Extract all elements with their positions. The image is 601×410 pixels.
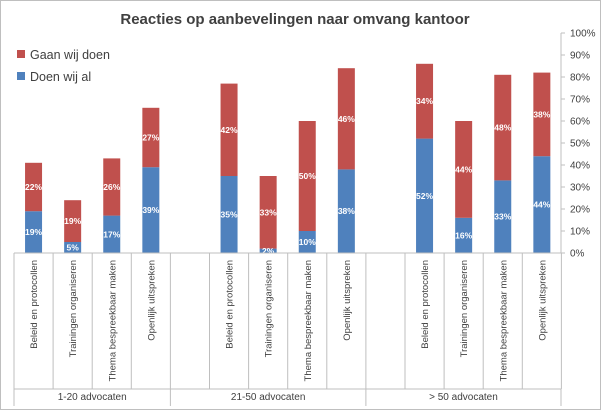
data-label-doen-wij-al: 2% xyxy=(262,246,275,256)
y-axis: 0% 10% 20% 30% 40% 50% 60% 70% 80% 90% 100% xyxy=(560,29,596,260)
x-category-label: Openlijk uitspreken xyxy=(342,260,353,341)
data-label-doen-wij-al: 5% xyxy=(67,243,80,253)
y-tick-label: 40% xyxy=(570,161,590,172)
bar-gaan-wij-doen xyxy=(455,121,473,218)
bar-doen-wij-al xyxy=(259,248,277,253)
bar-doen-wij-al xyxy=(220,176,238,253)
x-category-label: Trainingen organiseren xyxy=(264,260,275,357)
x-category-label: Openlijk uitspreken xyxy=(146,260,157,341)
bar-gaan-wij-doen xyxy=(533,72,551,157)
data-label-gaan-wij-doen: 46% xyxy=(338,114,355,124)
bar-gaan-wij-doen xyxy=(494,74,512,181)
bar-gaan-wij-doen xyxy=(103,158,121,216)
data-label-doen-wij-al: 19% xyxy=(25,227,42,237)
y-tick-label: 70% xyxy=(570,95,590,106)
legend-swatch xyxy=(17,50,25,58)
x-category-label: Trainingen organiseren xyxy=(68,260,79,357)
x-category-label: Openlijk uitspreken xyxy=(537,260,548,341)
x-category-label: Trainingen organiseren xyxy=(459,260,470,357)
bar-gaan-wij-doen xyxy=(416,63,434,139)
x-group-label: > 50 advocaten xyxy=(429,392,498,403)
data-label-gaan-wij-doen: 38% xyxy=(533,109,550,119)
bar-gaan-wij-doen xyxy=(64,200,82,242)
bar-doen-wij-al xyxy=(455,217,473,253)
legend-label: Doen wij al xyxy=(30,70,91,84)
x-category-label: Beleid en protocollen xyxy=(29,260,40,349)
y-tick-label: 60% xyxy=(570,117,590,128)
bar-gaan-wij-doen xyxy=(220,83,238,176)
data-label-gaan-wij-doen: 34% xyxy=(416,96,433,106)
data-label-gaan-wij-doen: 44% xyxy=(455,164,472,174)
data-label-doen-wij-al: 16% xyxy=(455,230,472,240)
y-tick-label: 80% xyxy=(570,73,590,84)
data-label-gaan-wij-doen: 48% xyxy=(494,123,511,133)
bar-doen-wij-al xyxy=(494,180,512,253)
bar-doen-wij-al xyxy=(142,167,160,253)
y-tick-label: 0% xyxy=(570,249,585,260)
bar-doen-wij-al xyxy=(416,138,434,253)
y-tick-label: 100% xyxy=(570,29,596,40)
bar-doen-wij-al xyxy=(298,231,316,253)
data-label-doen-wij-al: 44% xyxy=(533,200,550,210)
y-tick-label: 90% xyxy=(570,51,590,62)
data-label-gaan-wij-doen: 22% xyxy=(25,182,42,192)
x-category-label: Thema bespreekbaar maken xyxy=(498,260,509,381)
bar-doen-wij-al xyxy=(533,156,551,253)
y-tick-label: 20% xyxy=(570,205,590,216)
data-label-doen-wij-al: 35% xyxy=(221,210,238,220)
y-tick-label: 30% xyxy=(570,183,590,194)
bar-gaan-wij-doen xyxy=(259,176,277,249)
x-category-label: Beleid en protocollen xyxy=(225,260,236,349)
data-label-gaan-wij-doen: 33% xyxy=(260,207,277,217)
y-tick-label: 10% xyxy=(570,227,590,238)
bar-doen-wij-al xyxy=(103,215,121,253)
bar-gaan-wij-doen xyxy=(337,68,355,170)
bar-doen-wij-al xyxy=(337,169,355,253)
data-label-doen-wij-al: 39% xyxy=(142,205,159,215)
bar-gaan-wij-doen xyxy=(298,121,316,231)
bars: 19% 22% 5% 19% 17% 26% 39% 27% 35% 42% 2% 33% 10% 50%… xyxy=(25,63,551,256)
data-label-doen-wij-al: 33% xyxy=(494,212,511,222)
data-label-doen-wij-al: 10% xyxy=(299,237,316,247)
x-group-label: 1-20 advocaten xyxy=(58,392,127,403)
data-label-doen-wij-al: 38% xyxy=(338,206,355,216)
data-label-gaan-wij-doen: 27% xyxy=(142,133,159,143)
x-category-label: Beleid en protocollen xyxy=(420,260,431,349)
legend-label: Gaan wij doen xyxy=(30,48,110,62)
x-axis: Beleid en protocollen Trainingen organise… xyxy=(13,252,562,406)
x-category-label: Thema bespreekbaar maken xyxy=(303,260,314,381)
data-label-gaan-wij-doen: 50% xyxy=(299,171,316,181)
x-category-label: Thema bespreekbaar maken xyxy=(107,260,118,381)
bar-gaan-wij-doen xyxy=(142,107,160,168)
data-label-gaan-wij-doen: 26% xyxy=(103,182,120,192)
data-label-doen-wij-al: 52% xyxy=(416,191,433,201)
x-group-label: 21-50 advocaten xyxy=(231,392,306,403)
data-label-gaan-wij-doen: 42% xyxy=(221,125,238,135)
chart-title: Reacties op aanbevelingen naar omvang ka… xyxy=(120,11,469,28)
bar-gaan-wij-doen xyxy=(25,162,43,212)
y-tick-label: 50% xyxy=(570,139,590,150)
data-label-gaan-wij-doen: 19% xyxy=(64,216,81,226)
legend: Gaan wij doen Doen wij al xyxy=(17,48,110,84)
bar-doen-wij-al xyxy=(64,242,82,253)
legend-swatch xyxy=(17,72,25,80)
bar-doen-wij-al xyxy=(25,211,43,253)
data-label-doen-wij-al: 17% xyxy=(103,229,120,239)
